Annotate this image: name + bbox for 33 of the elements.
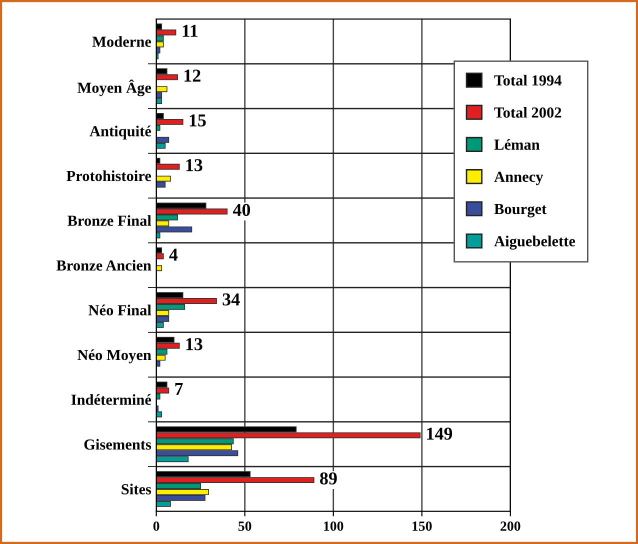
y-tick-label: Indéterminé bbox=[71, 394, 152, 405]
legend-label: Léman bbox=[494, 139, 540, 150]
y-tick-label: Bronze Ancien bbox=[56, 260, 152, 271]
y-tick-label: Bronze Final bbox=[68, 215, 152, 226]
data-label: 15 bbox=[190, 114, 206, 126]
data-label: 11 bbox=[182, 24, 198, 37]
x-tick-label: 100 bbox=[324, 521, 344, 531]
data-label: 149 bbox=[427, 428, 452, 440]
x-tick-label: 50 bbox=[238, 521, 252, 531]
data-label: 13 bbox=[186, 159, 202, 172]
legend-label: Bourget bbox=[494, 204, 547, 218]
data-label: 34 bbox=[222, 293, 240, 306]
y-tick-label: Néo Final bbox=[88, 304, 152, 316]
x-tick-label: 0 bbox=[153, 521, 160, 531]
data-label: 4 bbox=[169, 248, 178, 261]
legend-label: Total 1994 bbox=[494, 74, 562, 86]
x-tick-label: 150 bbox=[412, 521, 432, 531]
data-label: 7 bbox=[175, 383, 183, 395]
data-label: 12 bbox=[184, 70, 200, 82]
data-label: 40 bbox=[232, 204, 250, 216]
data-label: 89 bbox=[320, 472, 337, 485]
y-tick-label: Sites bbox=[122, 484, 152, 494]
y-tick-label: Moderne bbox=[92, 36, 152, 47]
data-label: 13 bbox=[186, 338, 202, 350]
y-tick-label: Moyen Âge bbox=[77, 80, 152, 96]
legend-label: Total 2002 bbox=[494, 106, 562, 118]
x-tick-label: 200 bbox=[500, 521, 520, 531]
y-tick-label: Antiquité bbox=[90, 126, 152, 140]
y-tick-label: Protohistoire bbox=[66, 170, 152, 182]
y-tick-label: Gisements bbox=[84, 438, 152, 450]
legend-label: Aiguebelette bbox=[494, 236, 576, 250]
legend-label: Annecy bbox=[494, 172, 544, 186]
y-tick-label: Néo Moyen bbox=[77, 349, 152, 364]
